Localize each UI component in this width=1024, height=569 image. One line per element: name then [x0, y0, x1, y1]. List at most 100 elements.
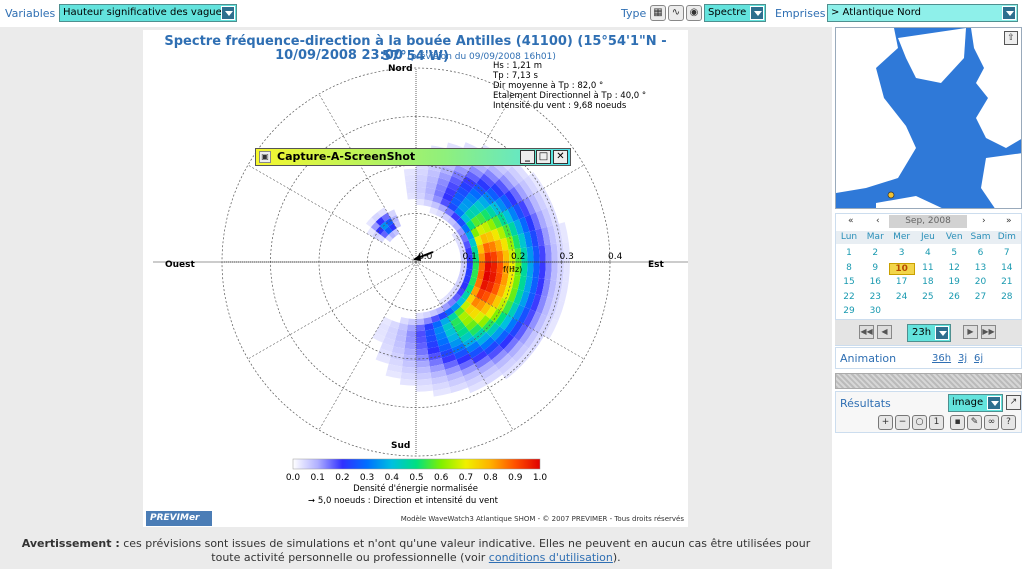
close-button[interactable]: ✕: [553, 150, 568, 164]
zoom-reset-icon[interactable]: 1: [929, 415, 944, 430]
energy-cell: [416, 348, 429, 356]
calendar-day[interactable]: 21: [1001, 277, 1013, 287]
edit-icon[interactable]: ✎: [967, 415, 982, 430]
energy-cell: [416, 384, 433, 392]
energy-cell: [432, 320, 443, 329]
save-icon[interactable]: ▪: [950, 415, 965, 430]
energy-cell: [377, 234, 386, 243]
calendar-day[interactable]: 22: [843, 291, 855, 302]
map-collapse-icon[interactable]: ⇧: [1004, 31, 1018, 45]
graph-type-icon[interactable]: ∿: [668, 5, 684, 21]
calendar-day[interactable]: 12: [948, 262, 960, 273]
maximize-button[interactable]: □: [536, 150, 551, 164]
terms-link[interactable]: conditions d'utilisation: [488, 551, 613, 564]
energy-cell: [450, 302, 461, 313]
overview-map[interactable]: ⇧: [835, 27, 1022, 209]
calendar-day[interactable]: 4: [925, 248, 931, 258]
calendar-day[interactable]: 2: [872, 248, 879, 258]
energy-cell: [447, 202, 459, 212]
next-year-button[interactable]: »: [1006, 216, 1012, 226]
energy-cell: [506, 274, 515, 288]
step-back-button[interactable]: ◀: [877, 325, 892, 339]
energy-cell: [465, 283, 475, 294]
results-format-select[interactable]: image: [948, 394, 1003, 412]
energy-cell: [424, 193, 434, 202]
calendar-day[interactable]: 18: [922, 277, 934, 287]
spectrum-type-icon[interactable]: ◉: [686, 5, 702, 21]
calendar-day[interactable]: 26: [948, 291, 960, 302]
warning-text: Avertissement : ces prévisions sont issu…: [21, 537, 811, 564]
hour-select[interactable]: 23h: [907, 324, 951, 342]
calendar-day[interactable]: 28: [1001, 291, 1013, 302]
energy-cell: [479, 233, 489, 245]
prev-month-button[interactable]: ‹: [876, 216, 880, 226]
energy-cell: [465, 230, 475, 241]
rewind-button[interactable]: ◀◀: [859, 325, 874, 339]
calendar-day[interactable]: 10: [888, 262, 915, 275]
calendar-day[interactable]: 30: [869, 306, 882, 316]
animation-link-6j[interactable]: 6j: [974, 353, 984, 364]
energy-cell: [437, 177, 450, 187]
animation-link-3j[interactable]: 3j: [958, 353, 968, 364]
calendar-day[interactable]: 25: [922, 291, 934, 302]
energy-cell: [526, 262, 534, 278]
energy-cell: [450, 211, 461, 222]
energy-cell: [435, 331, 448, 341]
emprises-select[interactable]: > Atlantique Nord: [827, 4, 1018, 22]
type-select[interactable]: Spectre: [704, 4, 766, 22]
minimize-button[interactable]: _: [520, 150, 535, 164]
link-icon[interactable]: ∞: [984, 415, 999, 430]
energy-cell: [491, 295, 503, 309]
calendar-day[interactable]: 20: [974, 277, 987, 287]
calendar-day[interactable]: 9: [872, 262, 879, 273]
calendar-day[interactable]: 11: [922, 262, 934, 273]
calendar-day[interactable]: 23: [869, 291, 882, 302]
calendar-day[interactable]: 17: [895, 277, 908, 287]
energy-cell: [371, 211, 382, 222]
calendar-day[interactable]: 19: [948, 277, 960, 287]
calendar-day[interactable]: 5: [951, 248, 958, 258]
help-icon[interactable]: ?: [1001, 415, 1016, 430]
prev-year-button[interactable]: «: [848, 216, 854, 226]
energy-cell: [523, 329, 539, 349]
wind-arrow-icon: [413, 251, 434, 261]
calendar-day[interactable]: 7: [1003, 248, 1010, 258]
energy-cell: [499, 314, 513, 330]
calendar-day[interactable]: 29: [843, 306, 855, 316]
calendar-day[interactable]: 13: [974, 262, 987, 273]
calendar-day[interactable]: 14: [1001, 262, 1013, 273]
energy-cell: [512, 344, 529, 363]
energy-cell: [507, 340, 524, 359]
calendar-day[interactable]: 1: [846, 248, 852, 258]
frequency-tick-label: 0.1: [463, 252, 477, 262]
energy-cell: [508, 249, 516, 262]
fast-forward-button[interactable]: ▶▶: [981, 325, 996, 339]
map-type-icon[interactable]: ▦: [650, 5, 666, 21]
external-link-icon[interactable]: ↗: [1006, 395, 1021, 410]
energy-cell: [388, 223, 397, 232]
calendar-day[interactable]: 24: [895, 291, 908, 302]
next-month-button[interactable]: ›: [982, 216, 986, 226]
zoom-in-icon[interactable]: +: [878, 415, 893, 430]
step-forward-button[interactable]: ▶: [963, 325, 978, 339]
zoom-out-icon[interactable]: −: [895, 415, 910, 430]
energy-cell: [476, 244, 485, 254]
calendar-day[interactable]: 6: [977, 248, 984, 258]
calendar-day[interactable]: 16: [869, 277, 882, 287]
animation-link-36h[interactable]: 36h: [932, 353, 952, 364]
energy-cell: [496, 212, 508, 227]
calendar-day[interactable]: 8: [846, 262, 852, 273]
energy-cell: [467, 379, 487, 394]
energy-cell: [387, 209, 397, 218]
energy-cell: [416, 198, 425, 206]
energy-cell: [470, 286, 480, 297]
calendar-day[interactable]: 27: [974, 291, 987, 302]
energy-cell: [494, 311, 508, 327]
energy-cell: [416, 336, 427, 344]
variables-select[interactable]: Hauteur significative des vagues: [59, 4, 237, 22]
zoom-full-icon[interactable]: ○: [912, 415, 927, 430]
calendar-day[interactable]: 15: [843, 277, 855, 287]
energy-cell: [426, 340, 439, 349]
capture-window-titlebar[interactable]: ▣ Capture-A-ScreenShot _ □ ✕: [255, 148, 571, 166]
calendar-day[interactable]: 3: [898, 248, 905, 258]
